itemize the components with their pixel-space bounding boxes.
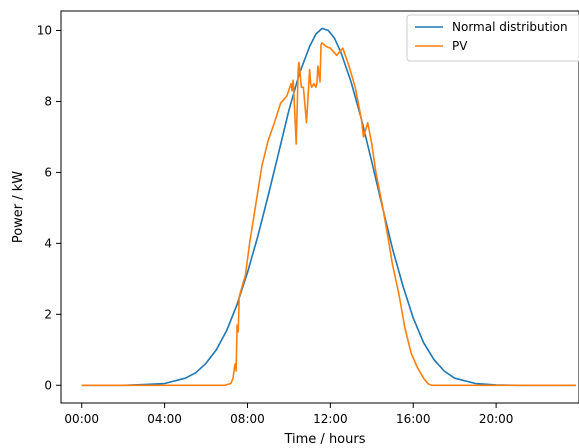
- y-tick-label: 4: [44, 236, 52, 250]
- y-tick-label: 0: [44, 378, 52, 392]
- y-axis-ticks: 0 2 4 6 8 10: [37, 24, 61, 392]
- x-tick-label: 12:00: [313, 412, 348, 426]
- legend-box: [406, 14, 579, 62]
- y-tick-label: 10: [37, 24, 52, 38]
- x-tick-label: 00:00: [64, 412, 99, 426]
- legend-label-pv: PV: [452, 39, 468, 53]
- series-line-pv: [81, 42, 576, 387]
- x-tick-label: 04:00: [147, 412, 182, 426]
- legend-label-normal-distribution: Normal distribution: [452, 20, 568, 34]
- x-tick-label: 08:00: [230, 412, 265, 426]
- y-tick-label: 8: [44, 94, 52, 108]
- x-axis-ticks: 00:00 04:00 08:00 12:00 16:00 20:00: [64, 403, 513, 426]
- y-tick-label: 6: [44, 165, 52, 179]
- legend: Normal distribution PV: [406, 14, 579, 62]
- series-layer: [81, 27, 576, 387]
- x-axis-label: Time / hours: [283, 432, 365, 447]
- x-tick-label: 20:00: [479, 412, 514, 426]
- y-tick-label: 2: [44, 307, 52, 321]
- y-axis-label: Power / kW: [11, 171, 26, 243]
- x-tick-label: 16:00: [396, 412, 431, 426]
- series-line-normal-distribution: [81, 27, 576, 387]
